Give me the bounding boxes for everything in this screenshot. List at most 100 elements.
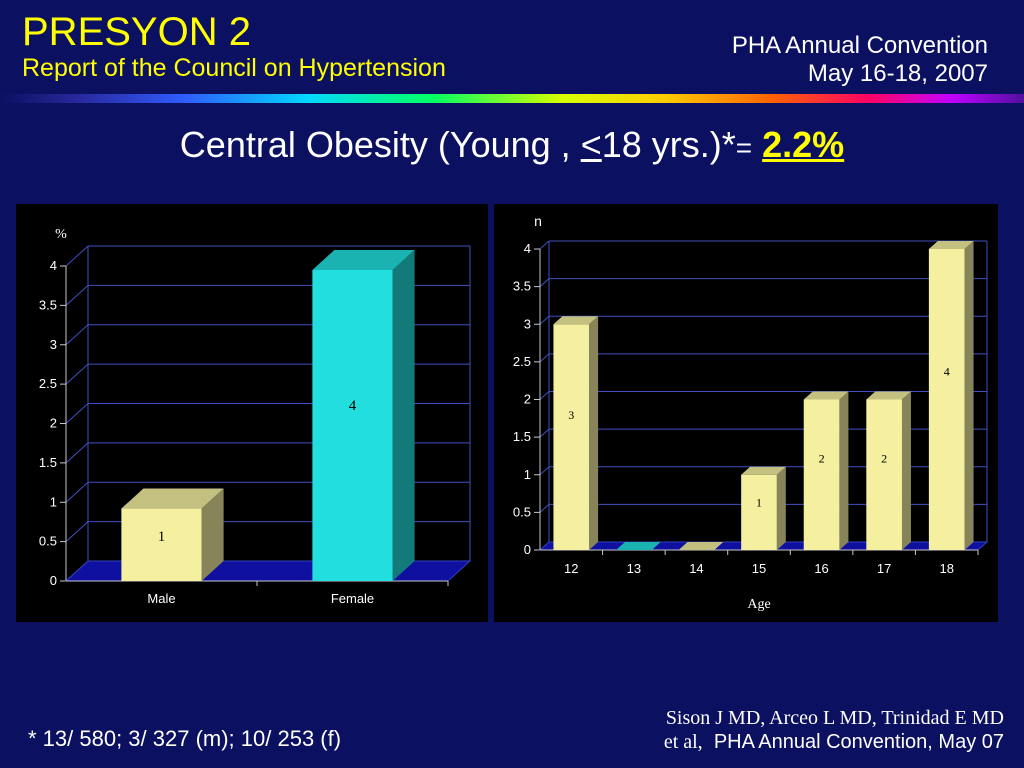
y-tick-label: 3 [524, 316, 531, 331]
gridline-side [65, 442, 89, 464]
bar-12 [553, 316, 599, 550]
y-tick-label: 1 [524, 467, 531, 482]
headline-equals: = [735, 132, 753, 163]
gridline-side [539, 240, 550, 250]
bar-top [928, 241, 974, 249]
bar-side [392, 249, 415, 581]
slide-headline: Central Obesity (Young , <18 yrs.)*= 2.2… [0, 125, 1024, 165]
y-tick-label: 3 [50, 337, 57, 352]
bar-top [741, 466, 786, 475]
bar-front [741, 474, 777, 550]
gridline-side [539, 504, 550, 513]
x-tick-label: 15 [752, 561, 766, 576]
gridline-side [65, 403, 89, 424]
gridline-side [65, 245, 89, 267]
x-tick-label: 17 [877, 561, 891, 576]
gridline-side [65, 363, 89, 385]
bar-front [928, 249, 965, 550]
y-tick-label: 1.5 [513, 429, 531, 444]
gridline-side [539, 466, 550, 476]
conference-info: PHA Annual Convention May 16-18, 2007 [732, 32, 988, 87]
bar-top [553, 316, 599, 325]
bar-top [866, 391, 911, 400]
y-tick-label: 2 [50, 416, 57, 431]
bar-front [866, 399, 902, 550]
bar-Male [121, 488, 224, 581]
bar-14 [678, 542, 724, 550]
data-label: 2 [819, 452, 825, 466]
headline-prefix: Central Obesity (Young , [179, 124, 581, 165]
y-tick-label: 4 [524, 241, 531, 256]
bar-top [312, 249, 415, 270]
rainbow-divider [0, 94, 1024, 103]
citation: Sison J MD, Arceo L MD, Trinidad E MD et… [664, 706, 1004, 754]
y-tick-label: 3.5 [39, 297, 57, 312]
bar-17 [866, 391, 911, 550]
gridline-side [65, 285, 89, 306]
slide-subtitle: Report of the Council on Hypertension [22, 54, 446, 82]
bar-side [201, 488, 224, 581]
x-tick-label: 14 [689, 561, 703, 576]
bar-front [312, 269, 393, 581]
gridline-side [65, 324, 89, 346]
gridline-side [539, 391, 550, 400]
citation-authors: Sison J MD, Arceo L MD, Trinidad E MD [665, 707, 1004, 729]
headline-middle: 18 yrs.)* [601, 124, 736, 165]
data-label: 4 [944, 364, 950, 378]
bar-16 [803, 391, 849, 550]
bar-15 [741, 466, 786, 550]
chart-panel-age: 0 0.5 1 1.5 2 2.5 3 3.5 4 n Age 12 3 13 14 15 1 16 2 17 2 18 4 [494, 204, 998, 622]
data-label: 2 [881, 452, 887, 466]
bar-13 [616, 542, 661, 550]
gridline-side [539, 315, 550, 325]
headline-lte-symbol: < [580, 124, 602, 165]
bar-front [121, 508, 202, 581]
y-tick-label: 4 [50, 258, 57, 273]
y-tick-label: 1 [50, 494, 57, 509]
gridline-side [65, 481, 89, 503]
slide-brand-title: PRESYON 2 [22, 10, 251, 54]
bar-side [776, 466, 786, 550]
y-tick-label: 0.5 [39, 534, 57, 549]
x-tick-label: 12 [564, 561, 578, 576]
y-axis-title: % [55, 227, 67, 242]
gridline-side [65, 521, 89, 542]
x-tick-label: Female [331, 591, 374, 606]
bar-side [589, 316, 599, 550]
x-tick-label: 18 [939, 561, 953, 576]
bar-side [839, 391, 849, 550]
x-tick-label: Male [147, 591, 175, 606]
bar-Female [312, 249, 415, 581]
gridline-side [539, 278, 550, 287]
data-label: 1 [756, 495, 762, 509]
y-tick-label: 0 [50, 573, 57, 588]
y-tick-label: 0 [524, 542, 531, 557]
bar-front [553, 324, 590, 550]
y-tick-label: 1.5 [39, 455, 57, 470]
y-tick-label: 2.5 [513, 354, 531, 369]
bar-18 [928, 241, 974, 550]
data-label: 3 [568, 408, 574, 422]
bar-front [803, 399, 840, 550]
data-label: 4 [349, 398, 357, 414]
bar-top [678, 542, 724, 550]
bar-top [616, 542, 661, 550]
bar-top [121, 488, 224, 509]
chart-panel-sex: 0 0.5 1 1.5 2 2.5 3 3.5 4% Male 1 Female 4 [16, 204, 488, 622]
headline-value: 2.2% [762, 124, 845, 165]
x-axis-title: Age [747, 597, 770, 612]
gridline-side [539, 428, 550, 438]
conference-dates: May 16-18, 2007 [807, 59, 988, 87]
footnote: * 13/ 580; 3/ 327 (m); 10/ 253 (f) [28, 726, 342, 751]
y-tick-label: 3.5 [513, 279, 531, 294]
x-tick-label: 16 [814, 561, 828, 576]
bar-side [901, 391, 911, 550]
conference-name: PHA Annual Convention [731, 32, 988, 59]
gridline-side [539, 353, 550, 363]
y-tick-label: 0.5 [513, 504, 531, 519]
y-tick-label: 2.5 [39, 376, 57, 391]
citation-etal: et al, [663, 731, 703, 753]
chart-by-sex: 0 0.5 1 1.5 2 2.5 3 3.5 4% Male 1 Female 4 [39, 227, 472, 606]
x-tick-label: 13 [627, 561, 641, 576]
